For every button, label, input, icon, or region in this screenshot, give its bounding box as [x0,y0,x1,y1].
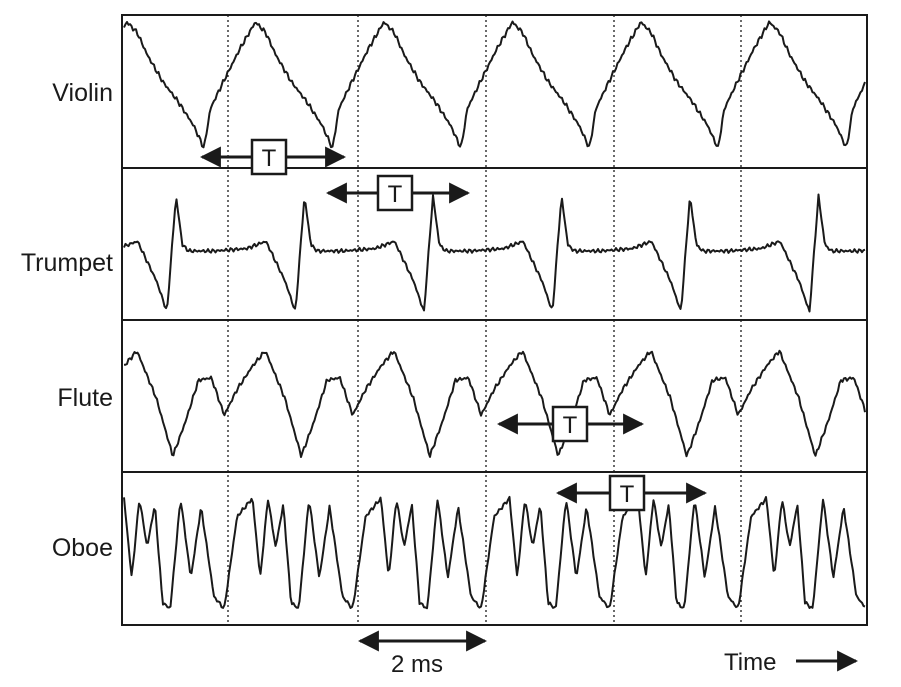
instrument-label-flute: Flute [57,384,113,412]
instrument-label-violin: Violin [52,79,113,107]
time-axis-label: Time [724,649,859,676]
period-marker-violin: T [199,138,347,176]
period-marker-flute: T [496,405,645,443]
period-marker-oboe: T [555,474,708,512]
instrument-label-oboe: Oboe [52,534,113,562]
period-box [250,138,288,176]
time-gridlines [227,15,742,625]
period-box [608,474,646,512]
instrument-label-trumpet: Trumpet [21,249,113,277]
flute-waveform [123,349,866,458]
period-label: T [563,412,578,439]
period-label: T [620,481,635,508]
violin-waveform [123,20,866,149]
scale-label: 2 ms [391,651,443,678]
period-box [551,405,589,443]
period-label: T [388,181,403,208]
period-marker-trumpet: T [325,174,471,212]
scale-bar: 2 ms [357,630,488,678]
period-label: T [262,145,277,172]
oboe-waveform [123,495,866,610]
time-label: Time [724,649,776,676]
period-box [376,174,414,212]
trumpet-waveform [123,193,866,313]
